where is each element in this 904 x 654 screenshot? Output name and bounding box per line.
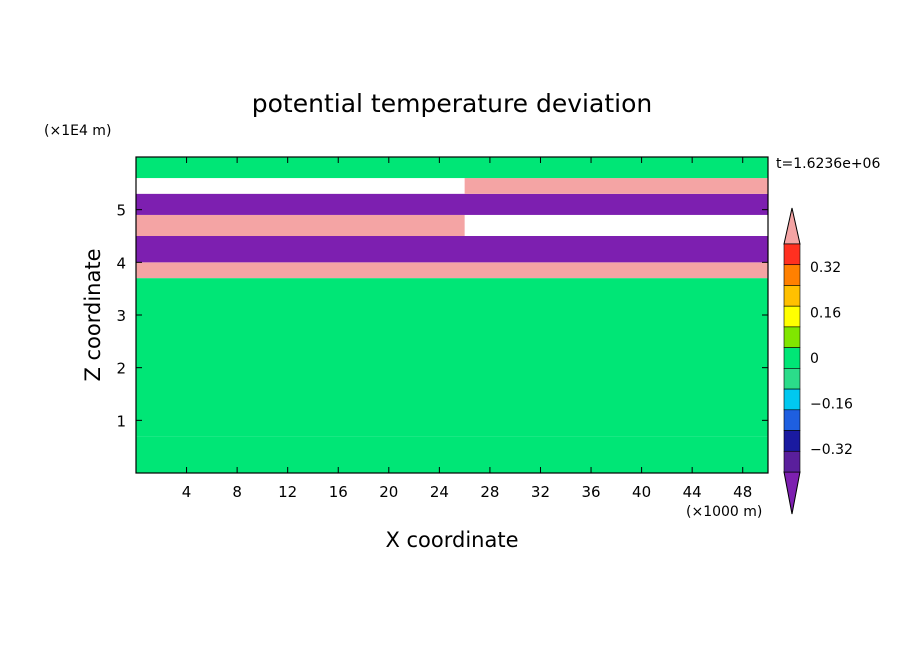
colorbar-band bbox=[783, 305, 801, 328]
colorbar-label: 0.32 bbox=[810, 260, 841, 276]
y-axis-label: Z coordinate bbox=[81, 248, 105, 381]
colorbar-top-triangle bbox=[783, 207, 801, 245]
x-tick-label: 8 bbox=[232, 483, 242, 501]
y-tick-label: 3 bbox=[116, 307, 126, 325]
x-tick-label: 36 bbox=[581, 483, 600, 501]
colorbar-band bbox=[783, 430, 801, 452]
colorbar-label: −0.32 bbox=[810, 442, 853, 458]
y-tick-label: 1 bbox=[116, 412, 126, 430]
colorbar-band bbox=[783, 388, 801, 411]
time-label: t=1.6236e+06 bbox=[776, 156, 880, 172]
x-tick-label: 28 bbox=[480, 483, 499, 501]
colorbar-label: 0 bbox=[810, 351, 819, 367]
x-tick-label: 44 bbox=[683, 483, 702, 501]
heatmap-region bbox=[464, 178, 768, 194]
x-tick-label: 40 bbox=[632, 483, 651, 501]
colorbar-band bbox=[783, 243, 801, 266]
colorbar-band bbox=[783, 450, 801, 473]
colorbar-band bbox=[783, 285, 801, 307]
colorbar-band bbox=[783, 264, 801, 286]
heatmap-region bbox=[136, 193, 768, 215]
y-axis-ticks: 1 2 3 4 5 bbox=[116, 202, 768, 430]
x-tick-label: 32 bbox=[531, 483, 550, 501]
colorbar-band bbox=[783, 368, 801, 390]
x-tick-label: 12 bbox=[278, 483, 297, 501]
x-tick-label: 20 bbox=[379, 483, 398, 501]
x-unit-label: (×1000 m) bbox=[686, 504, 762, 520]
x-tick-label: 24 bbox=[430, 483, 449, 501]
x-axis-ticks: 4 8 12 16 20 24 28 32 36 40 44 48 bbox=[182, 157, 752, 501]
x-tick-label: 48 bbox=[733, 483, 752, 501]
y-tick-label: 2 bbox=[116, 360, 126, 378]
y-tick-label: 5 bbox=[116, 202, 126, 220]
plot-area bbox=[136, 157, 768, 473]
colorbar: 0.32 0.16 0 −0.16 −0.32 bbox=[783, 207, 853, 515]
colorbar-bottom-triangle bbox=[783, 471, 801, 515]
colorbar-label: 0.16 bbox=[810, 305, 841, 321]
heatmap-region bbox=[136, 436, 768, 473]
colorbar-band bbox=[783, 347, 801, 369]
colorbar-band bbox=[783, 409, 801, 431]
colorbar-band bbox=[783, 326, 801, 348]
heatmap-region bbox=[136, 214, 465, 236]
x-axis-label: X coordinate bbox=[385, 528, 518, 552]
y-tick-label: 4 bbox=[116, 254, 126, 272]
x-tick-label: 4 bbox=[182, 483, 192, 501]
chart-title: potential temperature deviation bbox=[252, 89, 652, 118]
x-tick-label: 16 bbox=[329, 483, 348, 501]
colorbar-label: −0.16 bbox=[810, 397, 853, 413]
heatmap-region bbox=[136, 157, 768, 179]
heatmap-region bbox=[136, 278, 768, 437]
heatmap-region bbox=[136, 236, 768, 263]
y-unit-label: (×1E4 m) bbox=[44, 123, 111, 139]
heatmap-region bbox=[136, 262, 768, 279]
